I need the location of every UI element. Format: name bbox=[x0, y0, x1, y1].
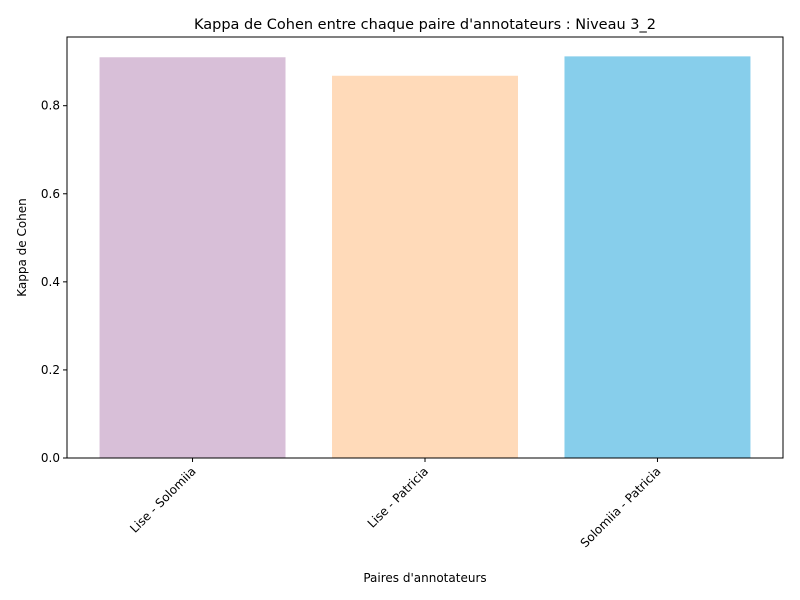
x-axis-title: Paires d'annotateurs bbox=[363, 571, 486, 585]
y-tick-label: 0.0 bbox=[41, 451, 60, 465]
bars-group bbox=[99, 56, 751, 458]
y-tick-label: 0.4 bbox=[41, 275, 60, 289]
x-tick-label: Solomiia - Patricia bbox=[578, 464, 664, 550]
x-tick-label: Lise - Patricia bbox=[365, 464, 431, 530]
x-axis: Lise - Solomiia Lise - Patricia Solomiia -… bbox=[127, 458, 664, 550]
y-tick-label: 0.2 bbox=[41, 363, 60, 377]
x-tick-label: Lise - Solomiia bbox=[127, 464, 198, 535]
y-tick-label: 0.8 bbox=[41, 99, 60, 113]
y-axis-title: Kappa de Cohen bbox=[15, 198, 29, 297]
bar-lise-solomiia bbox=[99, 57, 286, 458]
bar-lise-patricia bbox=[332, 75, 518, 458]
bar-solomiia-patricia bbox=[564, 56, 751, 458]
y-axis: 0.0 0.2 0.4 0.6 0.8 bbox=[41, 99, 67, 465]
y-tick-label: 0.6 bbox=[41, 187, 60, 201]
chart-title: Kappa de Cohen entre chaque paire d'anno… bbox=[194, 17, 656, 33]
